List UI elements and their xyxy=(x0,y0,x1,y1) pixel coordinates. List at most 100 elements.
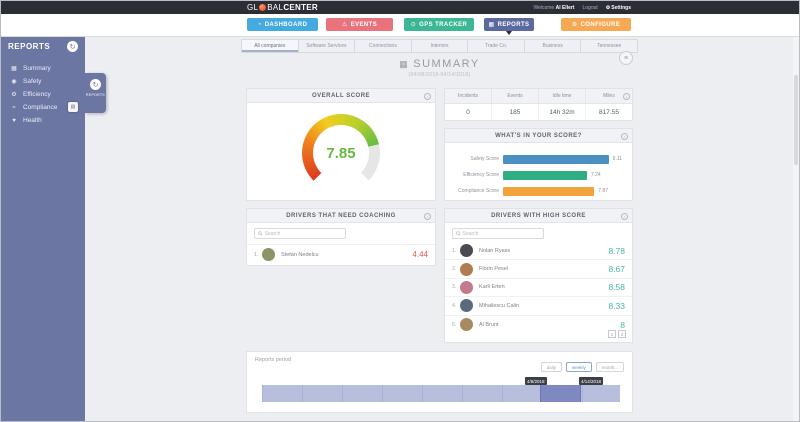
page-button[interactable]: 2 xyxy=(618,330,626,338)
stats-column-header: Events xyxy=(492,89,539,103)
info-icon[interactable]: i xyxy=(621,132,628,140)
period-button[interactable]: daily xyxy=(540,362,562,372)
driver-avatar xyxy=(460,244,473,258)
driver-row[interactable]: 5. Al Brunt 8 xyxy=(445,316,632,334)
nav-button[interactable]: ⚙ CONFIGURE xyxy=(561,18,631,31)
company-tab-label: All companies xyxy=(254,43,286,49)
score-bar-label: Efficiency Score xyxy=(463,172,499,178)
driver-name: Karli Erten xyxy=(479,284,505,291)
nav-button-icon: ⚠ xyxy=(341,22,348,28)
score-breakdown-card: WHAT'S IN YOUR SCORE? i Safety Score 9.1… xyxy=(444,128,633,201)
info-icon[interactable]: i xyxy=(424,92,431,100)
high-score-search xyxy=(452,228,544,239)
company-tab[interactable]: Interiors xyxy=(411,40,469,52)
period-button[interactable]: weekly xyxy=(565,362,592,372)
search-input[interactable] xyxy=(462,230,540,237)
company-tab[interactable]: Business xyxy=(524,40,582,52)
selected-range[interactable] xyxy=(540,385,581,402)
sidebar-item[interactable]: ⚙ Efficiency xyxy=(1,88,85,101)
driver-avatar xyxy=(460,299,473,313)
stats-card: Incidents Events Idle time Miles i 0 185 14h … xyxy=(444,88,633,121)
nav-button-icon: ⊙ xyxy=(410,22,417,28)
search-icon xyxy=(456,231,461,236)
nav-button-label: DASHBOARD xyxy=(264,21,308,28)
coaching-card: DRIVERS THAT NEED COACHING i 1. Stefan N… xyxy=(246,208,436,266)
driver-name: Nolan Ryass xyxy=(479,247,511,254)
sidebar-item-label: Efficiency xyxy=(23,91,51,98)
page-menu-button[interactable]: ≡ xyxy=(619,51,633,65)
bar-chart-icon: ▦ xyxy=(399,58,410,69)
user-name: Al Ellert xyxy=(555,4,575,11)
sidebar-item[interactable]: ◉ Safety xyxy=(1,75,85,88)
search-input[interactable] xyxy=(264,230,342,237)
driver-row[interactable]: 1. Nolan Ryass 8.78 xyxy=(445,242,632,261)
handle-label: REPORTS xyxy=(86,93,105,97)
score-bar-value: 9.11 xyxy=(612,156,623,162)
scrollbar-thumb[interactable] xyxy=(794,75,798,165)
score-bar-value: 7.87 xyxy=(598,188,609,194)
driver-row[interactable]: 2. Florin Pesel 8.67 xyxy=(445,260,632,279)
high-score-card: DRIVERS WITH HIGH SCORE i 1. Nolan Ryass… xyxy=(444,208,633,343)
nav-button-icon: ⚙ xyxy=(571,22,578,28)
nav-button[interactable]: ⚠ EVENTS xyxy=(326,18,393,31)
company-tab[interactable]: Tennessee xyxy=(581,40,638,52)
driver-row[interactable]: 3. Karli Erten 8.58 xyxy=(445,279,632,298)
company-tab[interactable]: Software Services xyxy=(298,40,356,52)
scrollbar-track[interactable] xyxy=(793,37,799,421)
main-nav-bar: ◔ DASHBOARD ⚠ EVENTS ⊙ GPS TRACKER ▦ REP… xyxy=(1,14,799,37)
globe-icon xyxy=(259,4,267,11)
company-tab-label: Tennessee xyxy=(597,43,622,49)
company-tab-label: Interiors xyxy=(430,43,449,49)
summary-heading: ▦ SUMMARY (04/08/2018-04/14/2018) xyxy=(241,58,638,78)
stats-value: 185 xyxy=(492,104,539,120)
driver-score: 8.58 xyxy=(608,282,625,293)
period-timeline[interactable]: 4/8/2018 4/14/2018 xyxy=(262,377,620,402)
gear-icon: ⚙ xyxy=(605,4,611,11)
nav-button[interactable]: ▦ REPORTS xyxy=(484,18,534,31)
compliance-tooltip-icon[interactable]: ▤ xyxy=(68,102,78,112)
info-icon[interactable]: i xyxy=(424,212,431,220)
info-icon[interactable]: i xyxy=(621,212,628,220)
nav-button-label: REPORTS xyxy=(497,21,530,28)
nav-button[interactable]: ◔ DASHBOARD xyxy=(247,18,318,31)
refresh-circle-icon: ↻ xyxy=(90,79,101,90)
company-tab[interactable]: Connections xyxy=(355,40,412,52)
sidebar-item[interactable]: ▦ Summary xyxy=(1,62,85,75)
sidebar-item[interactable]: ≈ Compliance xyxy=(1,101,85,114)
card-title: WHAT'S IN YOUR SCORE? xyxy=(495,132,582,139)
info-icon[interactable]: i xyxy=(623,93,630,100)
driver-score: 8.67 xyxy=(608,264,625,275)
globalcenter-logo: GL BAL CENTER xyxy=(247,1,318,14)
sidebar-item-label: Safety xyxy=(23,78,42,85)
period-button[interactable]: month... xyxy=(595,362,624,372)
refresh-circle-icon[interactable]: ↻ xyxy=(67,41,78,52)
score-bar-value: 7.24 xyxy=(590,172,601,178)
range-start-tooltip: 4/8/2018 xyxy=(525,377,547,385)
date-range: (04/08/2018-04/14/2018) xyxy=(408,72,471,78)
driver-avatar xyxy=(460,262,473,276)
score-bar xyxy=(503,186,595,196)
driver-rank: 1. xyxy=(254,251,259,258)
company-tab[interactable]: Trade Co. xyxy=(468,40,525,52)
sidebar-collapse-handle[interactable]: ↻ REPORTS xyxy=(85,73,106,113)
page-button[interactable]: 1 xyxy=(608,330,616,338)
company-tab-label: Connections xyxy=(369,43,397,49)
driver-avatar xyxy=(262,248,275,261)
driver-avatar xyxy=(460,280,473,294)
stats-value: 14h 32m xyxy=(539,104,586,120)
nav-button[interactable]: ⊙ GPS TRACKER xyxy=(404,18,474,31)
driver-name: Mihailescu Calin xyxy=(479,302,520,309)
score-bar-row: Efficiency Score 7.24 xyxy=(447,167,626,183)
company-tab[interactable]: All companies xyxy=(242,40,299,52)
driver-row[interactable]: 4. Mihailescu Calin 8.33 xyxy=(445,297,632,316)
reports-period-card: Reports period daily weekly month... 4/8/2… xyxy=(246,351,633,413)
sidebar-item[interactable]: ♥ Health xyxy=(1,114,85,127)
score-bar xyxy=(503,170,587,180)
logout-link[interactable]: Logout xyxy=(582,4,598,11)
card-title: DRIVERS WITH HIGH SCORE xyxy=(491,212,586,219)
settings-link[interactable]: ⚙ Settings xyxy=(605,4,631,11)
card-header: OVERALL SCORE i xyxy=(247,89,435,103)
card-header: WHAT'S IN YOUR SCORE? i xyxy=(445,129,632,143)
driver-row[interactable]: 1. Stefan Nedelcu 4.44 xyxy=(247,244,435,264)
